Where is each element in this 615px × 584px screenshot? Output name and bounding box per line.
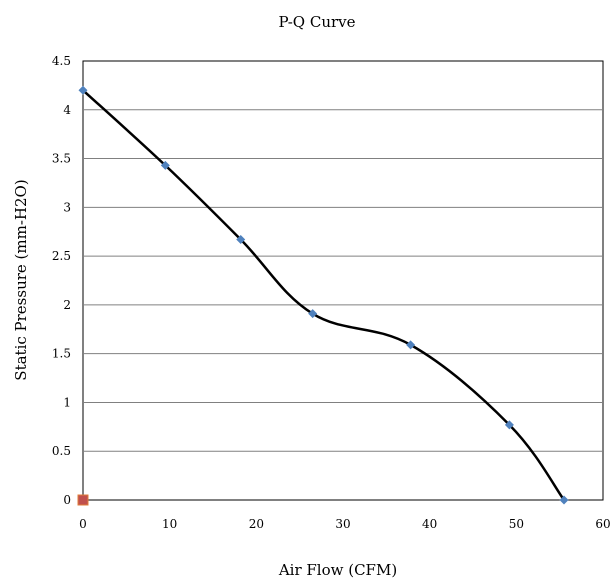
y-tick-label: 2.5 <box>52 249 71 263</box>
x-tick-label: 10 <box>162 517 177 531</box>
data-point <box>236 235 246 245</box>
plot-area <box>82 60 604 501</box>
pq-curve-line <box>82 89 566 501</box>
data-point <box>504 420 514 430</box>
data-point <box>78 85 88 95</box>
x-tick-labels: 0 10 20 30 40 50 60 <box>79 517 610 531</box>
y-tick-label: 1 <box>63 395 71 409</box>
x-tick-label: 30 <box>335 517 350 531</box>
y-tick-label: 4.5 <box>52 54 71 68</box>
y-tick-label: 1.5 <box>52 347 71 361</box>
gridlines <box>83 109 603 452</box>
data-point <box>559 495 569 505</box>
y-tick-label: 0 <box>63 493 71 507</box>
x-tick-label: 40 <box>422 517 437 531</box>
y-tick-label: 3.5 <box>52 152 71 166</box>
chart-title: P-Q Curve <box>278 13 355 31</box>
data-point <box>406 340 416 350</box>
y-tick-label: 2 <box>63 298 71 312</box>
y-axis-label: Static Pressure (mm-H2O) <box>12 179 30 380</box>
data-point <box>160 160 170 170</box>
x-tick-label: 60 <box>595 517 610 531</box>
y-tick-label: 4 <box>63 103 71 117</box>
data-point <box>308 309 318 319</box>
x-axis-label: Air Flow (CFM) <box>278 561 397 579</box>
data-markers <box>77 85 569 506</box>
x-tick-label: 20 <box>249 517 264 531</box>
x-tick-label: 50 <box>509 517 524 531</box>
square-marker <box>77 494 89 506</box>
y-tick-label: 0.5 <box>52 444 71 458</box>
x-tick-label: 0 <box>79 517 87 531</box>
y-tick-labels: 0 0.5 1 1.5 2 2.5 3 3.5 4 4.5 <box>52 54 71 507</box>
y-tick-label: 3 <box>63 200 71 214</box>
